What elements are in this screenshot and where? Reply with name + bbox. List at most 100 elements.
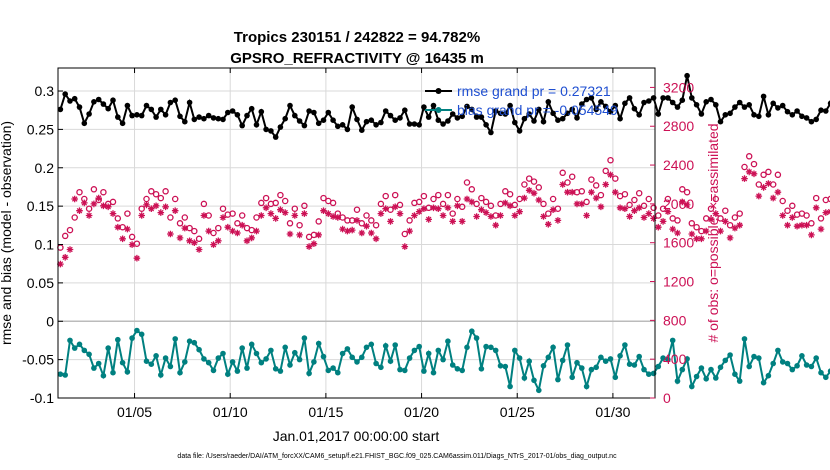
bias-point: [138, 331, 145, 338]
bias-point: [349, 354, 356, 361]
assimilated-point: [167, 230, 174, 238]
possible-point: [679, 186, 686, 193]
rmse-point: [679, 97, 686, 103]
rmse-point: [598, 99, 604, 105]
rmse-point: [320, 117, 327, 123]
possible-point: [535, 184, 543, 191]
assimilated-point: [722, 218, 729, 225]
bias-point: [225, 371, 231, 378]
rmse-point: [148, 106, 155, 113]
bias-point: [746, 363, 752, 370]
assimilated-point: [482, 209, 490, 216]
rmse-point: [617, 115, 623, 122]
rmse-point: [521, 115, 528, 122]
bias-point: [583, 383, 590, 390]
bias-point: [335, 369, 341, 376]
possible-point: [827, 195, 830, 203]
possible-point: [726, 221, 734, 229]
assimilated-point: [210, 241, 217, 248]
assimilated-point: [310, 240, 318, 247]
rmse-point: [703, 99, 709, 105]
bias-point: [531, 377, 537, 384]
rmse-point: [196, 114, 202, 120]
assimilated-point: [626, 213, 633, 220]
y-right-axis-ticks: 0 400 800 1200 1600 2000 2400 2800 3200: [650, 79, 694, 406]
assimilated-point: [104, 203, 112, 211]
bias-point: [215, 355, 222, 361]
assimilated-point: [750, 170, 758, 178]
assimilated-point: [95, 194, 102, 202]
rmse-point: [201, 115, 207, 122]
rmse-point: [512, 119, 518, 126]
possible-point: [626, 201, 633, 209]
possible-point: [731, 214, 739, 221]
bias-point: [717, 364, 724, 371]
bias-point: [363, 344, 370, 351]
rmse-point: [373, 122, 379, 128]
rmse-point: [167, 99, 174, 106]
bias-point: [751, 353, 757, 360]
bias-point: [784, 360, 791, 367]
rmse-point: [555, 117, 561, 123]
bias-point: [229, 359, 236, 365]
possible-point: [100, 188, 107, 196]
bias-point: [320, 353, 327, 360]
assimilated-point: [511, 212, 519, 219]
bias-point: [445, 338, 451, 345]
rmse-point: [339, 122, 346, 128]
rmse-point: [741, 104, 748, 110]
bias-point: [555, 376, 561, 383]
assimilated-point: [612, 188, 619, 196]
rmse-point: [263, 126, 269, 133]
assimilated-point: [200, 212, 208, 219]
rmse-point: [708, 96, 714, 103]
rmse-point: [665, 95, 671, 101]
bias-point: [435, 347, 442, 354]
bias-point: [760, 379, 767, 386]
bias-point: [693, 373, 700, 380]
bias-point: [650, 370, 657, 377]
rmse-point: [445, 118, 451, 124]
bias-point: [732, 371, 738, 378]
assimilated-point: [765, 180, 772, 187]
assimilated-point: [655, 223, 662, 231]
possible-point: [478, 194, 485, 202]
bias-point: [622, 342, 628, 348]
bias-point: [76, 341, 83, 348]
assimilated-point: [253, 227, 260, 235]
assimilated-point: [219, 214, 227, 221]
assimilated-point: [745, 168, 753, 176]
rmse-point: [746, 102, 752, 108]
rmse-point: [464, 103, 470, 110]
assimilated-point: [387, 218, 394, 225]
rmse-point: [775, 105, 781, 111]
possible-point: [812, 194, 820, 202]
bias-point: [153, 353, 159, 359]
bias-point: [406, 355, 413, 361]
possible-point: [525, 175, 533, 182]
rmse-point: [234, 112, 241, 118]
assimilated-point: [315, 231, 322, 239]
bias-point: [655, 363, 662, 370]
bias-point: [167, 363, 174, 370]
rmse-point: [827, 100, 830, 107]
assimilated-point: [90, 200, 98, 208]
rmse-point: [124, 102, 131, 109]
possible-point: [363, 212, 370, 219]
rmse-point: [272, 134, 279, 140]
bias-point: [354, 359, 360, 365]
assimilated-point: [267, 210, 275, 217]
assimilated-point: [731, 224, 739, 232]
rmse-point: [57, 106, 64, 113]
possible-point: [578, 188, 586, 195]
assimilated-point: [124, 225, 131, 233]
possible-point: [655, 212, 662, 219]
assimilated-point: [478, 206, 485, 213]
rmse-point: [359, 127, 365, 133]
bias-point: [105, 345, 111, 351]
assimilated-point: [454, 202, 461, 210]
possible-point: [90, 186, 98, 193]
assimilated-point: [100, 202, 107, 210]
rmse-point: [296, 118, 303, 124]
assimilated-point: [631, 207, 638, 214]
